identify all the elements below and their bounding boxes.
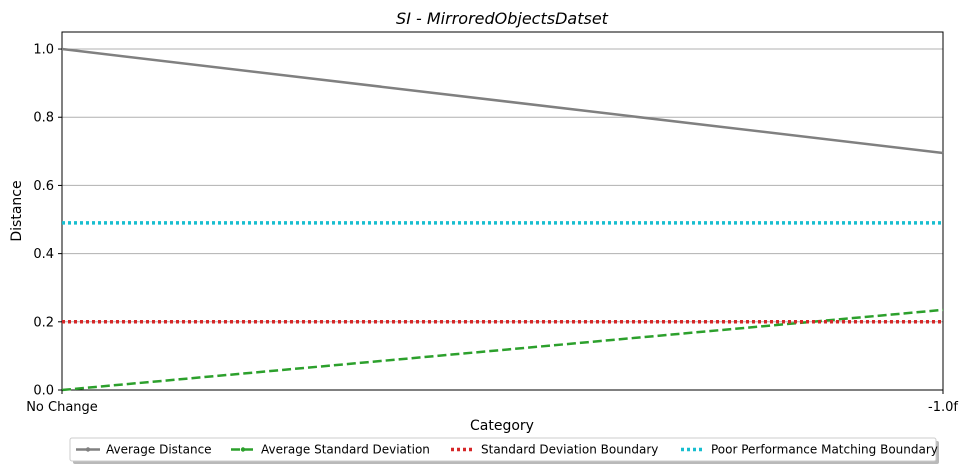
plot-area	[61, 31, 944, 391]
x-tick-label: -1.0f	[928, 400, 958, 415]
y-tick-label: 0.6	[33, 179, 54, 194]
legend-items: Average Distance Average Standard Deviati…	[76, 443, 938, 457]
y-tick-label: 0.0	[33, 384, 54, 399]
y-tick-label: 0.8	[33, 111, 54, 126]
y-tick-label: 0.2	[33, 315, 54, 330]
average-distance-line	[61, 47, 944, 155]
x-axis-ticks: No Change -1.0f	[26, 390, 958, 415]
legend: Average Distance Average Standard Deviati…	[69, 437, 939, 464]
chart-title: SI - MirroredObjectsDatset	[396, 9, 609, 28]
legend-box	[69, 437, 937, 462]
y-axis-label: Distance	[9, 180, 25, 241]
y-axis-ticks: 0.0 0.2 0.4 0.6 0.8 1.0	[33, 43, 62, 399]
y-tick-label: 0.4	[33, 247, 54, 262]
x-tick-label: No Change	[26, 400, 98, 415]
legend-marker	[240, 447, 246, 452]
x-axis-label: Category	[470, 418, 534, 434]
series-lines	[61, 47, 944, 392]
legend-label: Standard Deviation Boundary	[481, 443, 658, 457]
legend-marker	[85, 447, 91, 452]
legend-label: Poor Performance Matching Boundary	[711, 443, 938, 457]
legend-label: Average Distance	[106, 443, 212, 457]
average-standard-deviation-line	[61, 308, 944, 392]
y-tick-label: 1.0	[33, 43, 54, 58]
legend-label: Average Standard Deviation	[261, 443, 430, 457]
